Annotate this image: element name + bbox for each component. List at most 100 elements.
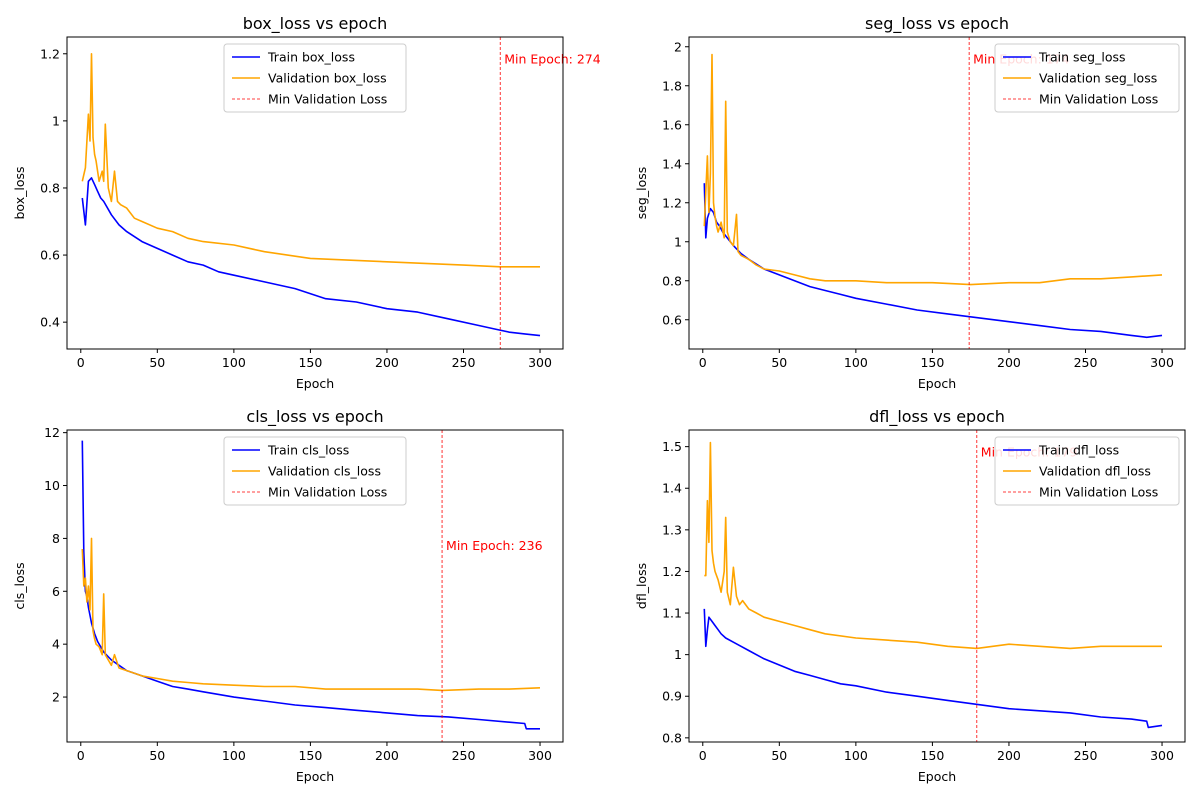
x-tick-label: 150 — [920, 748, 944, 763]
y-tick-label: 0.6 — [40, 248, 60, 263]
x-tick-label: 0 — [699, 748, 707, 763]
plot-frame — [66, 429, 564, 743]
x-tick-label: 300 — [1150, 355, 1174, 370]
x-tick-label: 300 — [528, 748, 552, 763]
y-tick-label: 12 — [44, 425, 60, 440]
plot-frame — [66, 36, 564, 350]
legend-label: Min Validation Loss — [1039, 92, 1158, 107]
legend-label: Min Validation Loss — [268, 485, 387, 500]
x-tick-label: 100 — [222, 355, 246, 370]
x-tick-label: 150 — [298, 355, 322, 370]
chart-title: cls_loss vs epoch — [246, 407, 383, 427]
y-tick-label: 0.8 — [40, 180, 60, 195]
x-tick-label: 150 — [298, 748, 322, 763]
y-axis-label: seg_loss — [634, 167, 649, 220]
y-tick-label: 1.4 — [662, 156, 682, 171]
y-tick-label: 8 — [52, 531, 60, 546]
legend-label: Train box_loss — [267, 50, 355, 65]
chart-title: seg_loss vs epoch — [865, 14, 1009, 34]
legend-box — [994, 436, 1180, 506]
series-line-validation — [81, 537, 541, 692]
y-tick-label: 1.5 — [662, 439, 682, 454]
chart-title: box_loss vs epoch — [243, 14, 388, 34]
legend: Train dfl_loss Validation dfl_loss Min Val… — [994, 436, 1180, 506]
legend-box — [223, 43, 407, 113]
series-line-train — [703, 608, 1163, 729]
x-tick-label: 50 — [149, 748, 165, 763]
x-tick-label: 200 — [997, 748, 1021, 763]
x-tick-label: 250 — [1074, 355, 1098, 370]
chart-title: dfl_loss vs epoch — [869, 407, 1005, 427]
legend: Train cls_loss Validation cls_loss Min Val… — [223, 436, 407, 506]
y-tick-label: 2 — [674, 39, 682, 54]
subplot-3: Min Epoch: 236 0 50 100 150 200 250 300 2 4 6 8 10 12… — [12, 407, 564, 784]
legend-box — [994, 43, 1180, 113]
y-tick-label: 4 — [52, 637, 60, 652]
y-tick-label: 1.2 — [662, 564, 682, 579]
legend: Train seg_loss Validation seg_loss Min Val… — [994, 43, 1180, 113]
y-tick-label: 1.1 — [662, 606, 682, 621]
x-tick-label: 50 — [771, 748, 787, 763]
y-tick-label: 1.8 — [662, 78, 682, 93]
x-tick-label: 200 — [375, 355, 399, 370]
legend-label: Validation seg_loss — [1039, 71, 1157, 86]
x-tick-label: 300 — [1150, 748, 1174, 763]
x-axis-label: Epoch — [296, 376, 334, 391]
x-tick-label: 50 — [771, 355, 787, 370]
series-line-train — [81, 177, 541, 337]
x-tick-label: 150 — [920, 355, 944, 370]
y-tick-label: 1.2 — [40, 46, 60, 61]
x-tick-label: 250 — [1074, 748, 1098, 763]
series-line-validation — [704, 441, 1162, 650]
y-tick-label: 1.3 — [662, 522, 682, 537]
y-tick-label: 0.8 — [662, 730, 682, 745]
legend-label: Min Validation Loss — [1039, 485, 1158, 500]
legend-box — [223, 436, 407, 506]
subplot-4: Min Epoch: 1790501001502002503000.80.911… — [634, 407, 1186, 784]
y-tick-label: 1.4 — [662, 481, 682, 496]
x-tick-label: 300 — [528, 355, 552, 370]
x-tick-label: 250 — [452, 748, 476, 763]
legend-label: Validation cls_loss — [268, 464, 381, 479]
min-epoch-annotation: Min Epoch: 274 — [504, 51, 601, 66]
y-tick-label: 2 — [52, 690, 60, 705]
series-line-validation — [81, 52, 540, 268]
legend: Train box_loss Validation box_loss Min Val… — [223, 43, 407, 113]
x-tick-label: 100 — [844, 355, 868, 370]
subplot-1: Min Epoch: 274 0 50 100 150 200 250 300 0.4 0.6 0.… — [12, 14, 601, 391]
y-tick-label: 0.6 — [662, 312, 682, 327]
x-tick-label: 0 — [77, 355, 85, 370]
x-tick-label: 100 — [222, 748, 246, 763]
y-axis-label: dfl_loss — [634, 563, 649, 609]
y-tick-label: 0.9 — [662, 689, 682, 704]
legend-label: Validation box_loss — [268, 71, 387, 86]
x-tick-label: 50 — [149, 355, 165, 370]
legend-label: Min Validation Loss — [268, 92, 387, 107]
subplot-2: Min Epoch: 1740501001502002503000.60.811… — [634, 14, 1186, 391]
y-tick-label: 1.6 — [662, 117, 682, 132]
y-tick-label: 1 — [674, 234, 682, 249]
legend-label: Train seg_loss — [1038, 50, 1126, 65]
y-tick-label: 1 — [674, 647, 682, 662]
x-tick-label: 0 — [77, 748, 85, 763]
y-tick-label: 10 — [44, 478, 60, 493]
y-tick-label: 1 — [52, 113, 60, 128]
series-line-validation — [703, 53, 1163, 286]
plot-frame — [688, 36, 1186, 350]
plot-frame — [688, 429, 1186, 743]
y-tick-label: 6 — [52, 584, 60, 599]
x-axis-label: Epoch — [918, 769, 956, 784]
legend-label: Validation dfl_loss — [1039, 464, 1151, 479]
x-axis-label: Epoch — [296, 769, 334, 784]
y-tick-label: 1.2 — [662, 195, 682, 210]
y-axis-label: cls_loss — [12, 562, 27, 609]
x-axis-label: Epoch — [918, 376, 956, 391]
min-epoch-annotation: Min Epoch: 236 — [446, 538, 543, 553]
x-tick-label: 200 — [375, 748, 399, 763]
y-axis-label: box_loss — [12, 167, 27, 220]
legend-label: Train cls_loss — [267, 443, 349, 458]
series-line-train — [703, 183, 1163, 339]
legend-label: Train dfl_loss — [1038, 443, 1119, 458]
x-tick-label: 200 — [997, 355, 1021, 370]
